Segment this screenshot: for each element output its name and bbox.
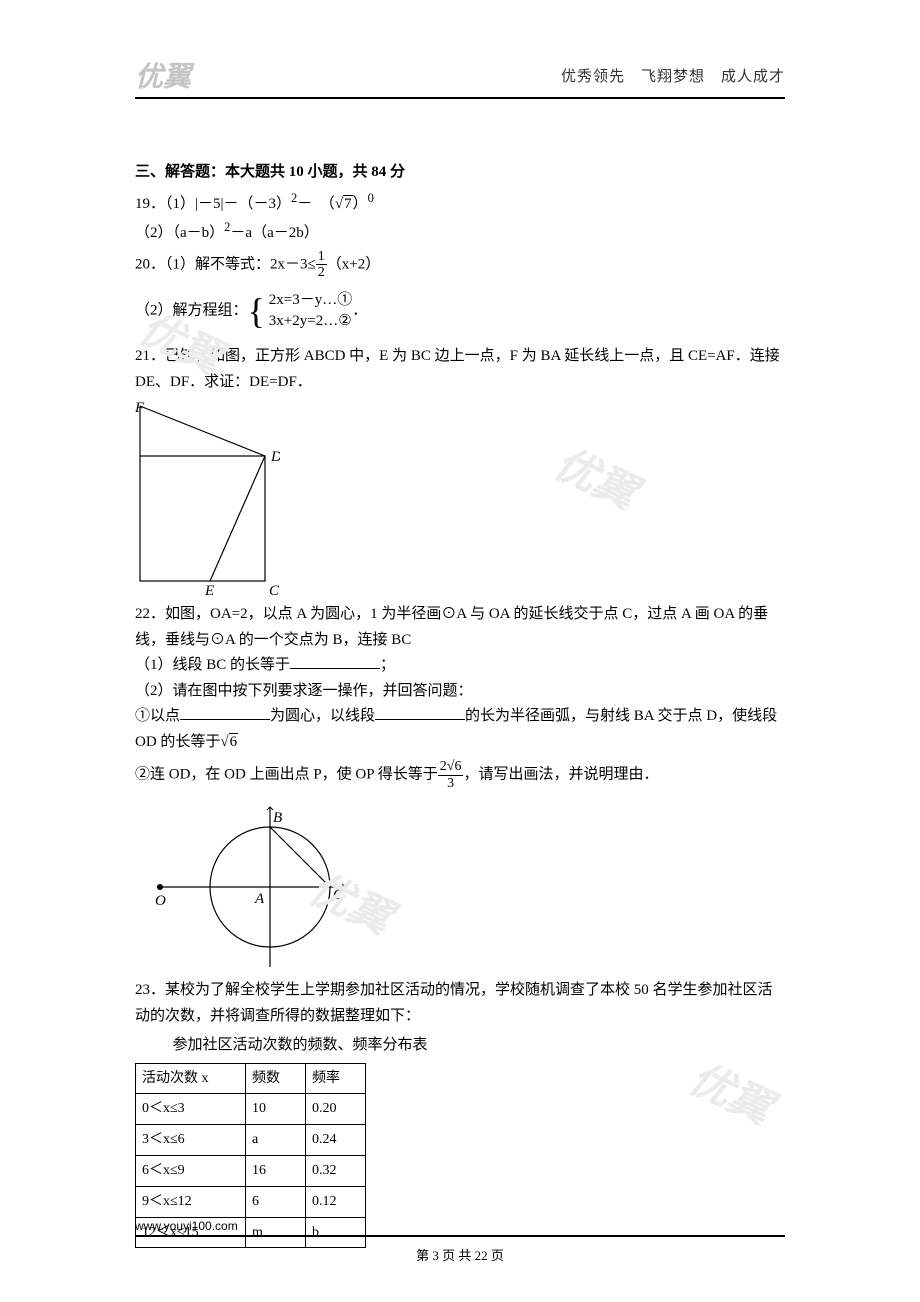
q22-line5b: ，请写出画法，并说明理由． xyxy=(463,767,658,783)
q19-p1-a: （1）|－5|－ xyxy=(165,196,239,212)
q20-eq2: 3x+2y=2…② xyxy=(269,311,352,332)
question-22: 22．如图，OA=2，以点 A 为圆心，1 为半径画⊙A 与 OA 的延长线交于… xyxy=(135,602,785,972)
label-A2: A xyxy=(254,891,265,907)
q19-label: 19． xyxy=(135,196,165,212)
cell: 0.32 xyxy=(306,1155,366,1186)
q19-minus: － （ xyxy=(297,196,335,212)
cell: 6 xyxy=(246,1186,306,1217)
table-row: 0＜x≤3100.20 xyxy=(136,1094,366,1125)
cell: 0.12 xyxy=(306,1186,366,1217)
q22-line4a: ①以点 xyxy=(135,708,180,724)
q19-sqrt7: 7 xyxy=(343,195,353,212)
th-rate: 频率 xyxy=(306,1063,366,1094)
q20-p2-lead: （2）解方程组： xyxy=(135,303,248,319)
label-E: E xyxy=(204,583,214,596)
table-row: 9＜x≤1260.12 xyxy=(136,1186,366,1217)
q20-period: ． xyxy=(352,303,367,319)
section3-title: 三、解答题：本大题共 10 小题，共 84 分 xyxy=(135,160,785,186)
question-23: 23．某校为了解全校学生上学期参加社区活动的情况，学校随机调查了本校 50 名学… xyxy=(135,978,785,1248)
table-row: 3＜x≤6a0.24 xyxy=(136,1125,366,1156)
blank-bc xyxy=(290,654,380,669)
q23-caption: 参加社区活动次数的频数、频率分布表 xyxy=(135,1033,785,1059)
q20-eq1: 2x=3－y…① xyxy=(269,290,352,311)
label-C2: C xyxy=(333,887,344,903)
blank-center xyxy=(180,705,270,720)
q20-frac-num: 1 xyxy=(316,249,327,265)
cell: 0＜x≤3 xyxy=(136,1094,246,1125)
q19-exp2: 0 xyxy=(368,191,374,205)
q22-frac-num: 2√6 xyxy=(438,759,464,775)
cell: 6＜x≤9 xyxy=(136,1155,246,1186)
label-A: A xyxy=(135,449,136,465)
q22-line2b: ； xyxy=(380,657,395,673)
table-row: 6＜x≤9160.32 xyxy=(136,1155,366,1186)
page-footer: www.youyi100.com 第 3 页 共 22 页 xyxy=(135,1219,785,1264)
label-O: O xyxy=(155,893,166,909)
q22-line3: （2）请在图中按下列要求逐一操作，并回答问题： xyxy=(135,679,785,705)
q22-sqrt6: 6 xyxy=(229,733,239,750)
question-21: 21．已知，如图，正方形 ABCD 中，E 为 BC 边上一点，F 为 BA 延… xyxy=(135,344,785,596)
q20-p1: （1）解不等式：2x－3≤ xyxy=(165,256,316,272)
cell: 0.24 xyxy=(306,1125,366,1156)
cell: 16 xyxy=(246,1155,306,1186)
th-x: 活动次数 x xyxy=(136,1063,246,1094)
footer-url: www.youyi100.com xyxy=(135,1219,785,1233)
q23-text: 23．某校为了解全校学生上学期参加社区活动的情况，学校随机调查了本校 50 名学… xyxy=(135,982,773,1024)
label-C: C xyxy=(269,583,280,596)
cell: 3＜x≤6 xyxy=(136,1125,246,1156)
q20-p1-tail: （x+2） xyxy=(327,256,380,272)
brace-icon: { xyxy=(248,297,265,326)
q22-line5a: ②连 OD，在 OD 上画出点 P，使 OP 得长等于 xyxy=(135,767,438,783)
q19-p1-b: （－3） xyxy=(239,196,292,212)
header-rule xyxy=(135,97,785,99)
label-D: D xyxy=(270,449,280,465)
q22-frac-den: 3 xyxy=(438,776,464,791)
q19-p2-a: （2）（a－b） xyxy=(135,225,224,241)
figure-22: O A B C xyxy=(155,797,350,972)
logo-text: 优翼 xyxy=(135,55,191,95)
q19-p2-tail: －a（a－2b） xyxy=(230,225,318,241)
slogan-text: 优秀领先 飞翔梦想 成人成才 xyxy=(561,65,785,86)
footer-rule xyxy=(135,1235,785,1237)
q22-line2a: （1）线段 BC 的长等于 xyxy=(135,657,290,673)
cell: 9＜x≤12 xyxy=(136,1186,246,1217)
cell: 0.20 xyxy=(306,1094,366,1125)
main-content: 三、解答题：本大题共 10 小题，共 84 分 19．（1）|－5|－（－3） 2… xyxy=(135,160,785,1248)
question-20: 20．（1）解不等式：2x－3≤12（x+2） （2）解方程组：{2x=3－y…… xyxy=(135,249,785,335)
label-B2: B xyxy=(273,810,282,826)
cell: 10 xyxy=(246,1094,306,1125)
q20-label: 20． xyxy=(135,256,165,272)
q20-frac-den: 2 xyxy=(316,265,327,280)
q22-line4b: 为圆心，以线段 xyxy=(270,708,375,724)
cell: a xyxy=(246,1125,306,1156)
label-F: F xyxy=(135,401,145,416)
q21-text: 21．已知，如图，正方形 ABCD 中，E 为 BC 边上一点，F 为 BA 延… xyxy=(135,348,780,390)
table-header-row: 活动次数 x 频数 频率 xyxy=(136,1063,366,1094)
figure-21: F A D B E C xyxy=(135,401,280,596)
page-number: 第 3 页 共 22 页 xyxy=(135,1245,785,1264)
blank-radius xyxy=(375,705,465,720)
th-freq: 频数 xyxy=(246,1063,306,1094)
q22-line1: 22．如图，OA=2，以点 A 为圆心，1 为半径画⊙A 与 OA 的延长线交于… xyxy=(135,606,768,648)
question-19: 19．（1）|－5|－（－3）2－ （7）0 （2）（a－b）2－a（a－2b） xyxy=(135,188,785,247)
